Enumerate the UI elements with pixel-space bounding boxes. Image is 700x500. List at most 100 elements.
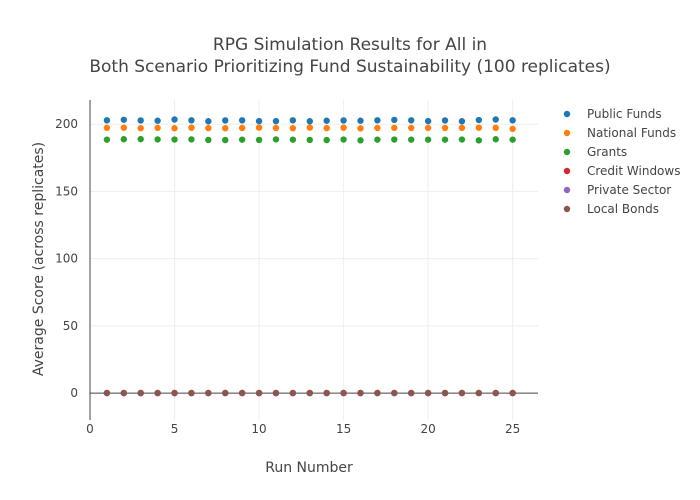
data-point[interactable]	[238, 124, 246, 132]
data-point[interactable]	[340, 389, 347, 397]
data-point[interactable]	[238, 136, 246, 143]
data-point[interactable]	[391, 389, 398, 397]
data-point[interactable]	[103, 117, 111, 124]
data-point[interactable]	[408, 389, 415, 397]
data-point[interactable]	[306, 124, 313, 131]
data-point[interactable]	[188, 389, 195, 397]
data-point[interactable]	[340, 136, 347, 143]
data-point[interactable]	[103, 389, 111, 397]
data-point[interactable]	[408, 117, 415, 124]
data-point[interactable]	[188, 136, 195, 143]
data-point[interactable]	[205, 136, 212, 144]
data-point[interactable]	[272, 389, 280, 397]
data-point[interactable]	[255, 389, 263, 397]
data-point[interactable]	[424, 389, 432, 397]
data-point[interactable]	[441, 136, 449, 143]
data-point[interactable]	[424, 136, 432, 143]
data-point[interactable]	[238, 389, 246, 397]
legend-item-national-funds[interactable]: National Funds	[563, 126, 676, 140]
legend-item-local-bonds[interactable]: Local Bonds	[563, 202, 659, 216]
data-point[interactable]	[408, 124, 415, 132]
data-point[interactable]	[103, 124, 111, 132]
data-point[interactable]	[222, 117, 229, 124]
data-point[interactable]	[137, 125, 144, 132]
data-point[interactable]	[509, 125, 516, 133]
data-point[interactable]	[171, 389, 178, 397]
data-point[interactable]	[340, 117, 347, 124]
data-point[interactable]	[154, 389, 161, 397]
data-point[interactable]	[205, 124, 212, 132]
data-point[interactable]	[475, 389, 483, 397]
data-point[interactable]	[137, 389, 144, 397]
legend-item-credit-windows[interactable]: Credit Windows	[563, 164, 681, 178]
data-point[interactable]	[272, 136, 280, 143]
data-point[interactable]	[222, 136, 229, 144]
data-point[interactable]	[424, 124, 432, 132]
data-point[interactable]	[340, 124, 347, 131]
data-point[interactable]	[441, 124, 449, 132]
data-point[interactable]	[222, 389, 229, 397]
data-point[interactable]	[154, 117, 161, 124]
data-point[interactable]	[323, 117, 330, 124]
legend[interactable]: Public Funds National Funds Grants Credit W…	[563, 107, 681, 216]
data-point[interactable]	[137, 135, 144, 143]
data-point[interactable]	[391, 136, 398, 143]
data-point[interactable]	[255, 124, 263, 131]
data-point[interactable]	[441, 389, 449, 397]
data-point[interactable]	[323, 136, 330, 144]
data-point[interactable]	[289, 136, 297, 143]
data-point[interactable]	[475, 137, 483, 144]
data-point[interactable]	[391, 116, 398, 124]
data-point[interactable]	[137, 117, 144, 124]
data-point[interactable]	[391, 124, 398, 132]
data-point[interactable]	[492, 124, 499, 132]
data-point[interactable]	[492, 389, 499, 397]
data-point[interactable]	[357, 137, 364, 144]
data-point[interactable]	[357, 117, 364, 124]
data-point[interactable]	[171, 136, 178, 143]
data-point[interactable]	[272, 117, 280, 125]
data-point[interactable]	[424, 117, 432, 125]
data-point[interactable]	[509, 136, 516, 143]
data-point[interactable]	[458, 389, 466, 397]
data-point[interactable]	[171, 125, 178, 132]
data-point[interactable]	[154, 136, 161, 143]
data-point[interactable]	[323, 124, 330, 132]
data-point[interactable]	[357, 125, 364, 132]
data-point[interactable]	[374, 136, 381, 143]
data-point[interactable]	[475, 124, 483, 131]
data-point[interactable]	[272, 124, 280, 132]
legend-item-public-funds[interactable]: Public Funds	[563, 107, 662, 121]
data-point[interactable]	[188, 117, 195, 124]
data-point[interactable]	[458, 124, 466, 132]
data-point[interactable]	[120, 136, 128, 143]
data-point[interactable]	[289, 125, 297, 132]
data-point[interactable]	[205, 389, 212, 397]
data-point[interactable]	[374, 124, 381, 132]
data-point[interactable]	[441, 117, 449, 124]
data-point[interactable]	[120, 116, 128, 123]
data-point[interactable]	[458, 136, 466, 143]
data-point[interactable]	[255, 136, 263, 144]
data-point[interactable]	[171, 116, 178, 123]
data-point[interactable]	[306, 136, 313, 144]
data-point[interactable]	[357, 389, 364, 397]
data-point[interactable]	[154, 124, 161, 132]
data-point[interactable]	[408, 136, 415, 143]
data-point[interactable]	[374, 389, 381, 397]
legend-item-private-sector[interactable]: Private Sector	[563, 183, 671, 197]
data-point[interactable]	[289, 117, 297, 124]
data-point[interactable]	[306, 389, 313, 397]
data-point[interactable]	[238, 117, 246, 124]
data-point[interactable]	[120, 124, 128, 131]
data-point[interactable]	[492, 116, 499, 123]
data-point[interactable]	[289, 389, 297, 397]
data-point[interactable]	[492, 136, 499, 143]
data-point[interactable]	[475, 116, 483, 124]
data-point[interactable]	[188, 124, 195, 131]
data-point[interactable]	[509, 117, 516, 124]
data-point[interactable]	[103, 136, 111, 143]
data-point[interactable]	[458, 118, 466, 125]
legend-item-grants[interactable]: Grants	[563, 145, 627, 159]
data-point[interactable]	[205, 118, 212, 125]
